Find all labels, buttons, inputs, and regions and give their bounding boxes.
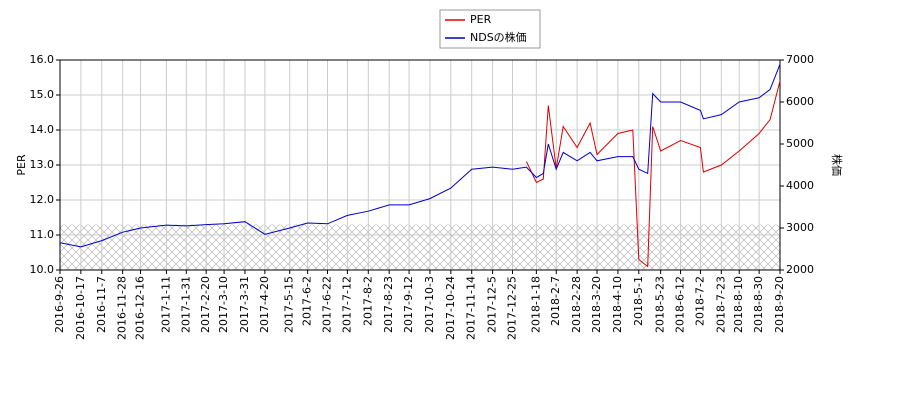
x-tick-label: 2016-11-28 [116, 276, 129, 340]
x-tick-label: 2017-8-23 [382, 276, 395, 333]
y2-tick-label: 3000 [786, 221, 814, 234]
x-tick-label: 2017-7-12 [340, 276, 353, 333]
x-tick-label: 2018-4-10 [611, 276, 624, 333]
x-tick-label: 2016-11-7 [95, 276, 108, 333]
legend-box [439, 9, 541, 49]
y-tick-label: 10.0 [30, 263, 55, 276]
y2-tick-label: 4000 [786, 179, 814, 192]
x-tick-label: 2017-3-10 [217, 276, 230, 333]
x-tick-label: 2018-8-10 [732, 276, 745, 333]
x-tick-label: 2017-10-24 [444, 276, 457, 340]
x-tick-label: 2018-9-20 [773, 276, 786, 333]
x-tick-label: 2018-2-7 [549, 276, 562, 326]
hatch-band [60, 224, 780, 270]
x-tick-label: 2016-12-16 [134, 276, 147, 340]
y2-axis-label: 株価 [830, 154, 844, 176]
x-tick-label: 2017-4-20 [258, 276, 271, 333]
x-tick-label: 2018-5-23 [654, 276, 667, 333]
legend-label: NDSの株価 [470, 30, 527, 44]
y-tick-label: 15.0 [30, 88, 55, 101]
x-tick-label: 2016-10-17 [74, 276, 87, 340]
x-tick-label: 2018-8-30 [752, 276, 765, 333]
x-tick-label: 2017-6-22 [321, 276, 334, 333]
y-tick-label: 16.0 [30, 53, 55, 66]
x-tick-label: 2017-12-5 [486, 276, 499, 333]
x-tick-label: 2017-10-3 [423, 276, 436, 333]
plot-frame [59, 59, 781, 271]
x-tick-label: 2017-1-31 [179, 276, 192, 333]
x-tick-label: 2017-12-25 [505, 276, 518, 340]
y-axis-label: PER [15, 154, 28, 176]
y-tick-label: 14.0 [30, 123, 55, 136]
x-tick-label: 2017-5-15 [283, 276, 296, 333]
x-tick-label: 2017-3-31 [238, 276, 251, 333]
x-tick-label: 2017-6-2 [301, 276, 314, 326]
x-tick-label: 2018-5-1 [632, 276, 645, 326]
x-tick-label: 2018-2-28 [570, 276, 583, 333]
y2-tick-label: 7000 [786, 53, 814, 66]
x-tick-label: 2017-8-2 [361, 276, 374, 326]
x-tick-label: 2017-11-14 [465, 276, 478, 340]
x-tick-label: 2018-3-20 [590, 276, 603, 333]
x-tick-label: 2018-7-2 [693, 276, 706, 326]
y2-tick-label: 6000 [786, 95, 814, 108]
y2-tick-label: 2000 [786, 263, 814, 276]
legend-label: PER [470, 13, 492, 26]
x-tick-label: 2017-9-12 [402, 276, 415, 333]
y-tick-label: 11.0 [30, 228, 55, 241]
x-tick-label: 2017-2-20 [199, 276, 212, 333]
x-tick-label: 2017-1-11 [159, 276, 172, 333]
y-tick-label: 13.0 [30, 158, 55, 171]
x-tick-label: 2018-1-18 [529, 276, 542, 333]
y-tick-label: 12.0 [30, 193, 55, 206]
x-tick-label: 2016-9-26 [53, 276, 66, 333]
x-tick-label: 2018-7-23 [714, 276, 727, 333]
series-line [59, 64, 781, 248]
y2-tick-label: 5000 [786, 137, 814, 150]
series-line [525, 80, 781, 268]
x-tick-label: 2018-6-12 [674, 276, 687, 333]
